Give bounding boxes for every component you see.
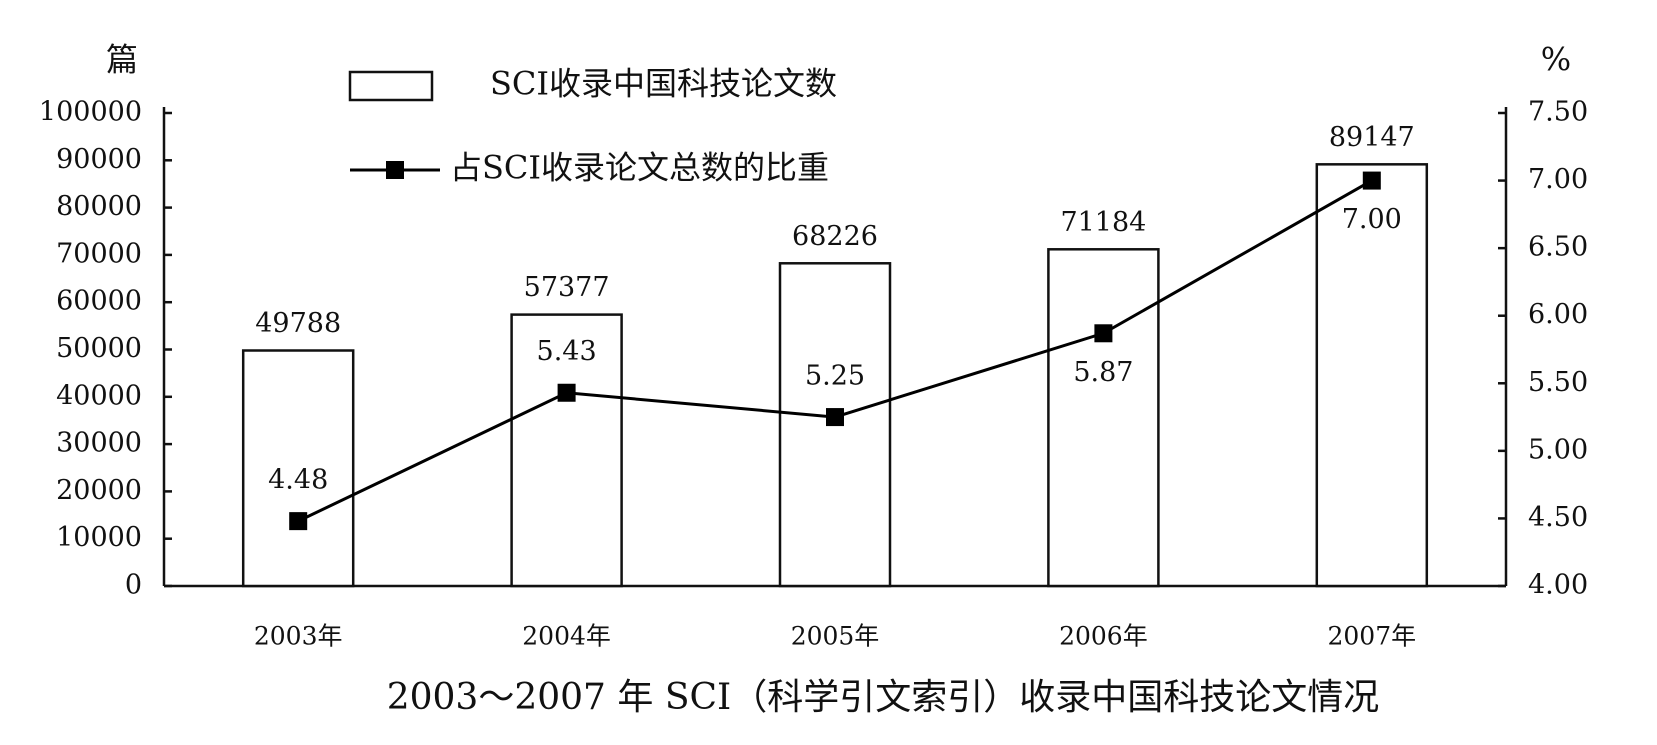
y2-tick-label: 5.00 — [1528, 434, 1588, 465]
bar — [1315, 163, 1429, 588]
x-tick-label: 2004年 — [522, 622, 611, 651]
line-marker — [289, 512, 308, 531]
line-marker — [557, 383, 576, 402]
bar-value-label: 49788 — [255, 308, 341, 339]
y2-tick-label: 5.50 — [1528, 367, 1588, 398]
y-tick-label: 90000 — [56, 144, 142, 175]
legend-label: 占SCI收录论文总数的比重 — [450, 149, 829, 187]
y-tick-label: 70000 — [56, 238, 142, 269]
bar — [241, 349, 355, 588]
y-tick-label: 30000 — [56, 428, 142, 459]
x-tick-label: 2006年 — [1059, 622, 1148, 651]
line-value-label: 5.87 — [1073, 357, 1133, 388]
bar-value-label: 89147 — [1329, 122, 1415, 153]
bar-value-label: 71184 — [1060, 207, 1146, 238]
line-value-label: 5.43 — [537, 336, 597, 367]
y2-tick-label: 6.50 — [1528, 232, 1588, 263]
bar-value-label: 57377 — [524, 272, 610, 303]
line-marker — [1362, 171, 1381, 190]
y2-tick-label: 7.00 — [1528, 164, 1588, 195]
legend-swatch — [348, 70, 434, 102]
line-marker — [826, 408, 844, 427]
y-tick-label: 20000 — [56, 475, 142, 506]
y-axis-label: 篇 — [106, 41, 138, 79]
y-tick-label: 10000 — [56, 522, 142, 553]
line-marker — [1094, 324, 1113, 343]
bar — [510, 313, 623, 588]
y2-tick-label: 7.50 — [1528, 97, 1588, 128]
x-tick-label: 2007年 — [1327, 622, 1416, 651]
y-tick-label: 0 — [125, 570, 142, 601]
y-tick-label: 50000 — [56, 333, 142, 364]
y2-tick-label: 6.00 — [1528, 299, 1588, 330]
y-tick-label: 80000 — [56, 191, 142, 222]
line-value-label: 7.00 — [1342, 204, 1402, 235]
y2-axis-label: % — [1541, 41, 1571, 79]
bar-value-label: 68226 — [792, 221, 878, 252]
legend-marker — [386, 161, 404, 179]
y-tick-label: 100000 — [39, 97, 142, 128]
y-tick-label: 60000 — [56, 286, 142, 317]
line-value-label: 5.25 — [805, 361, 865, 392]
legend-label: SCI收录中国科技论文数 — [490, 65, 837, 103]
chart-title: 2003～2007 年 SCI（科学引文索引）收录中国科技论文情况 — [387, 677, 1380, 718]
x-tick-label: 2003年 — [254, 622, 343, 651]
x-tick-label: 2005年 — [791, 622, 880, 651]
y2-tick-label: 4.00 — [1528, 570, 1588, 601]
y-tick-label: 40000 — [56, 380, 142, 411]
bar — [1047, 248, 1160, 588]
y2-tick-label: 4.50 — [1528, 502, 1588, 533]
line-value-label: 4.48 — [268, 465, 328, 496]
